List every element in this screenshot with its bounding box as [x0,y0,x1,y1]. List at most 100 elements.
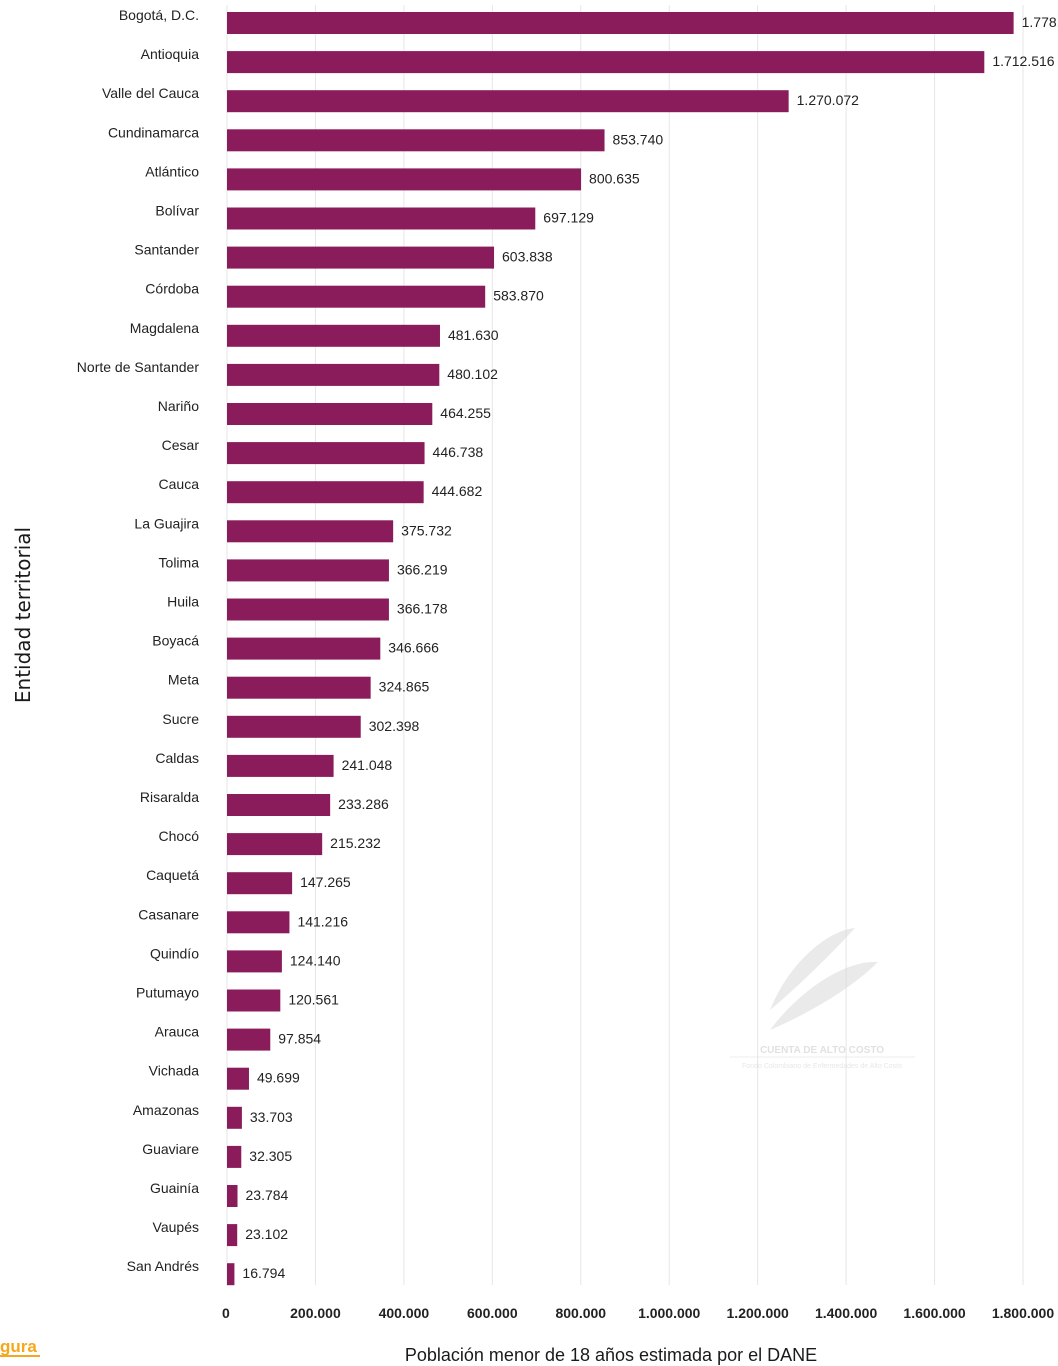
bar [227,715,361,738]
category-label: Arauca [155,1024,200,1040]
value-label: 446.738 [433,444,484,460]
x-tick-label: 1.600.000 [903,1305,965,1321]
value-label: 464.255 [440,405,491,421]
bar [227,12,1014,34]
bar [227,403,433,425]
value-label: 603.838 [502,249,553,265]
bar [227,1106,242,1129]
value-label: 241.048 [342,757,393,773]
category-label: Valle del Cauca [102,85,199,101]
value-label: 583.870 [493,288,544,304]
value-label: 375.732 [401,522,452,538]
category-label: Magdalena [130,320,199,336]
value-label: 302.398 [369,718,420,734]
value-label: 147.265 [300,874,351,890]
value-label: 97.854 [278,1031,321,1047]
x-tick-label: 1.200.000 [727,1305,789,1321]
value-label: 215.232 [330,835,381,851]
bar [227,950,282,973]
category-label: Bolívar [155,203,199,219]
category-label: Santander [134,242,199,258]
bar [227,989,281,1012]
bar [227,833,323,856]
category-label: Risaralda [140,789,199,805]
bar [227,481,424,504]
x-tick-label: 1.000.000 [638,1305,700,1321]
x-tick-label: 200.000 [290,1305,341,1321]
category-label: Cesar [162,437,200,453]
bar [227,872,293,895]
value-label: 32.305 [249,1148,292,1164]
category-label: Córdoba [145,281,199,297]
category-label: Norte de Santander [77,359,200,375]
value-label: 346.666 [388,640,439,656]
category-label: Chocó [159,828,200,844]
bar [227,129,605,152]
category-label: Vaupés [153,1219,199,1235]
category-label: Boyacá [152,633,199,649]
bar [227,1185,238,1207]
bar [227,911,290,934]
value-label: 124.140 [290,952,341,968]
category-label: Guaviare [142,1141,199,1157]
bar [227,324,440,347]
value-label: 49.699 [257,1070,300,1086]
category-labels: Bogotá, D.C. Antioquia Valle del Cauca Cund… [77,7,200,1274]
bar [227,285,486,308]
value-label: 1.778.794 [1022,14,1058,30]
bar [227,246,495,269]
value-label: 1.270.072 [797,92,859,108]
x-axis-title: Población menor de 18 años estimada por … [405,1345,817,1365]
value-label: 366.178 [397,601,448,617]
value-label: 141.216 [297,913,348,929]
category-label: Amazonas [133,1102,199,1118]
value-label: 444.682 [432,483,483,499]
bar [227,442,425,465]
bar [227,754,334,777]
x-tick-label: 800.000 [555,1305,606,1321]
x-tick-label: 1.400.000 [815,1305,877,1321]
value-label: 1.712.516 [992,53,1054,69]
category-label: Quindío [150,945,199,961]
bar [227,676,371,699]
category-label: Meta [168,672,199,688]
y-axis-title: Entidad territorial [11,527,35,703]
bar [227,520,394,543]
bar [227,559,389,582]
value-label: 23.102 [245,1226,288,1242]
value-label: 16.794 [242,1265,285,1281]
bar [227,598,389,621]
category-label: Caquetá [146,867,199,883]
category-label: Antioquia [141,46,200,62]
figure-link-label[interactable]: gura [0,1337,37,1356]
category-label: Atlántico [145,163,199,179]
category-label: Casanare [138,906,199,922]
value-label: 324.865 [379,679,430,695]
category-label: Guainía [150,1180,199,1196]
category-label: Huila [167,594,199,610]
category-label: La Guajira [134,515,199,531]
value-label: 481.630 [448,327,499,343]
category-label: Cauca [159,476,200,492]
value-label: 697.129 [543,210,594,226]
value-label: 366.219 [397,561,448,577]
category-label: Tolima [159,554,200,570]
value-label: 33.703 [250,1109,293,1125]
category-label: Putumayo [136,985,199,1001]
bar [227,637,381,660]
category-label: Bogotá, D.C. [119,7,199,23]
value-label: 853.740 [613,131,664,147]
category-label: San Andrés [127,1258,199,1274]
bar [227,1067,249,1090]
watermark-logo: CUENTA DE ALTO COSTO Fondo Colombiano de… [730,928,915,1070]
x-tick-label: 1.800.000 [992,1305,1054,1321]
x-tick-labels: 0 200.000 400.000 600.000 800.000 1.000.000 1.… [222,1305,1054,1321]
category-label: Nariño [158,398,199,414]
x-tick-label: 400.000 [379,1305,430,1321]
value-label: 120.561 [288,992,339,1008]
bars [227,12,1014,1286]
category-label: Vichada [149,1063,200,1079]
value-label: 480.102 [447,366,498,382]
